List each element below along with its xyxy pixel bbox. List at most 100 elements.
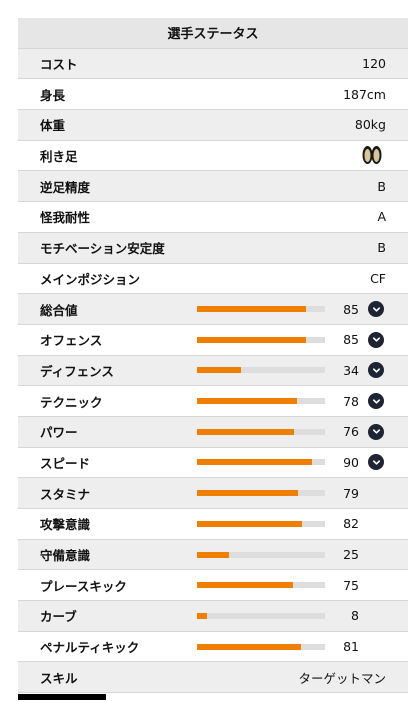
stat-bar-fill bbox=[197, 520, 302, 527]
info-row: 利き足 bbox=[18, 141, 408, 172]
stat-label: スピード bbox=[40, 455, 91, 471]
stat-label: パワー bbox=[40, 425, 78, 441]
stat-bar bbox=[197, 428, 325, 435]
table-header: 選手ステータス bbox=[18, 18, 408, 49]
stat-bar bbox=[197, 643, 325, 650]
stat-label: テクニック bbox=[40, 394, 103, 410]
stat-row: 守備意識 25 bbox=[18, 539, 408, 571]
stat-value: 81 bbox=[343, 639, 359, 655]
info-row: 体重 80kg bbox=[18, 110, 408, 141]
stat-row: 攻撃意識 82 bbox=[18, 509, 408, 540]
stat-row: 総合値 85 bbox=[18, 294, 408, 325]
stat-row: スピード 90 bbox=[18, 448, 408, 479]
stat-value: 85 bbox=[343, 332, 359, 348]
stat-row: パワー 76 bbox=[18, 416, 408, 448]
expand-chevron-button[interactable] bbox=[368, 423, 384, 440]
row-label: 怪我耐性 bbox=[40, 210, 91, 226]
row-label: 利き足 bbox=[40, 149, 78, 165]
stat-bar bbox=[197, 551, 325, 558]
stat-value: 76 bbox=[343, 424, 359, 440]
row-value: CF bbox=[370, 270, 386, 286]
stat-bar-fill bbox=[197, 582, 293, 589]
stat-value: 25 bbox=[343, 547, 359, 563]
stat-bar bbox=[197, 582, 325, 589]
info-row: モチベーション安定度 B bbox=[18, 232, 408, 264]
stat-bar-fill bbox=[197, 551, 229, 558]
chevron-down-icon bbox=[372, 427, 381, 436]
expand-chevron-button[interactable] bbox=[368, 301, 384, 318]
stat-bar-fill bbox=[197, 428, 295, 435]
skill-row: スキル ターゲットマン bbox=[18, 662, 408, 694]
stat-bar bbox=[197, 306, 325, 313]
row-label: コスト bbox=[40, 57, 78, 73]
stat-value: 82 bbox=[343, 516, 359, 532]
stat-bar bbox=[197, 490, 325, 497]
stat-bar-fill bbox=[197, 459, 313, 466]
stat-label: オフェンス bbox=[40, 333, 103, 349]
skill-label: スキル bbox=[40, 670, 78, 686]
skill-value: ターゲットマン bbox=[298, 670, 386, 686]
expand-chevron-button[interactable] bbox=[368, 454, 384, 471]
stat-label: プレースキック bbox=[40, 578, 127, 594]
stat-bar bbox=[197, 612, 325, 619]
row-value: B bbox=[377, 178, 386, 194]
expand-chevron-button[interactable] bbox=[368, 362, 384, 379]
chevron-down-icon bbox=[372, 397, 381, 406]
stat-value: 8 bbox=[351, 608, 359, 624]
stat-bar-fill bbox=[197, 612, 208, 619]
stat-value: 78 bbox=[343, 393, 359, 409]
stat-bar-fill bbox=[197, 336, 306, 343]
stat-row: ディフェンス 34 bbox=[18, 355, 408, 387]
stat-row: スタミナ 79 bbox=[18, 478, 408, 509]
expand-chevron-button[interactable] bbox=[368, 393, 384, 410]
row-label: 身長 bbox=[40, 87, 66, 103]
stat-row: テクニック 78 bbox=[18, 386, 408, 417]
stat-value: 75 bbox=[343, 577, 359, 593]
stat-bar-fill bbox=[197, 490, 299, 497]
info-row: コスト 120 bbox=[18, 48, 408, 80]
stat-label: ディフェンス bbox=[40, 363, 114, 379]
stat-bar bbox=[197, 367, 325, 374]
row-value: 187cm bbox=[343, 86, 386, 102]
row-value: 80kg bbox=[354, 117, 386, 133]
chevron-down-icon bbox=[372, 458, 381, 467]
info-row: 身長 187cm bbox=[18, 79, 408, 111]
stat-bar bbox=[197, 336, 325, 343]
expand-chevron-button[interactable] bbox=[368, 331, 384, 348]
stat-bar-fill bbox=[197, 367, 241, 374]
chevron-down-icon bbox=[372, 305, 381, 314]
row-label: モチベーション安定度 bbox=[40, 241, 165, 257]
row-value: 120 bbox=[362, 56, 386, 72]
scroll-indicator bbox=[18, 694, 106, 700]
stat-label: 守備意識 bbox=[40, 548, 91, 564]
info-row: 逆足精度 B bbox=[18, 171, 408, 203]
stat-bar-fill bbox=[197, 643, 301, 650]
stat-row: プレースキック 75 bbox=[18, 570, 408, 602]
stat-value: 90 bbox=[343, 454, 359, 470]
feet-icon bbox=[360, 145, 384, 167]
stat-value: 79 bbox=[343, 485, 359, 501]
info-row: 怪我耐性 A bbox=[18, 202, 408, 233]
row-label: 逆足精度 bbox=[40, 179, 91, 195]
row-label: 体重 bbox=[40, 118, 66, 134]
stat-bar-fill bbox=[197, 398, 297, 405]
stat-value: 34 bbox=[343, 362, 359, 378]
stat-row: ペナルティキック 81 bbox=[18, 632, 408, 663]
stat-value: 85 bbox=[343, 301, 359, 317]
stat-label: 総合値 bbox=[40, 302, 78, 318]
stat-row: オフェンス 85 bbox=[18, 325, 408, 356]
player-status-table: 選手ステータス コスト 120 身長 187cm 体重 80kg 利き足逆足精度 B 怪我耐性 A… bbox=[18, 18, 408, 694]
row-value: B bbox=[377, 240, 386, 256]
stat-bar bbox=[197, 398, 325, 405]
stat-row: カーブ 8 bbox=[18, 601, 408, 632]
stat-label: ペナルティキック bbox=[40, 640, 140, 656]
stat-bar bbox=[197, 520, 325, 527]
stat-label: スタミナ bbox=[40, 486, 91, 502]
page-title: 選手ステータス bbox=[167, 27, 259, 43]
row-label: メインポジション bbox=[40, 271, 141, 287]
chevron-down-icon bbox=[372, 335, 381, 344]
stat-bar bbox=[197, 459, 325, 466]
stat-label: カーブ bbox=[40, 609, 77, 625]
row-value: A bbox=[377, 209, 386, 225]
chevron-down-icon bbox=[372, 366, 381, 375]
